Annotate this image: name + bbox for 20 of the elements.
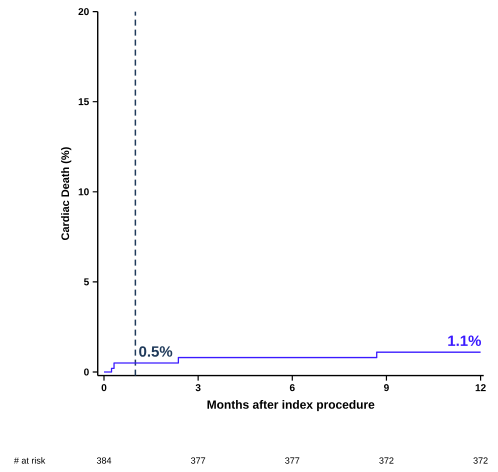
x-tick-label: 3 [196,384,201,392]
x-tick-label: 9 [384,384,389,392]
y-tick-label: 10 [78,188,89,196]
annotation: 0.5% [139,346,172,357]
x-tick-label: 6 [290,384,295,392]
text: 377 [191,457,206,464]
y-tick-label: 5 [84,278,89,286]
y-axis-title: Cardiac Death (%) [61,147,72,240]
x-tick-label: 12 [476,384,486,392]
x-axis-title: Months after index procedure [207,400,374,412]
y-tick-label: 15 [78,98,89,106]
annotation: 1.1% [448,335,481,346]
text: 377 [285,457,300,464]
text: 372 [379,457,394,464]
x-tick-label: 0 [102,384,106,392]
text: 384 [96,457,112,464]
y-tick-label: 20 [78,8,89,16]
text: # at risk [14,457,46,464]
y-tick-label: 0 [84,368,89,376]
text: 372 [473,457,488,464]
